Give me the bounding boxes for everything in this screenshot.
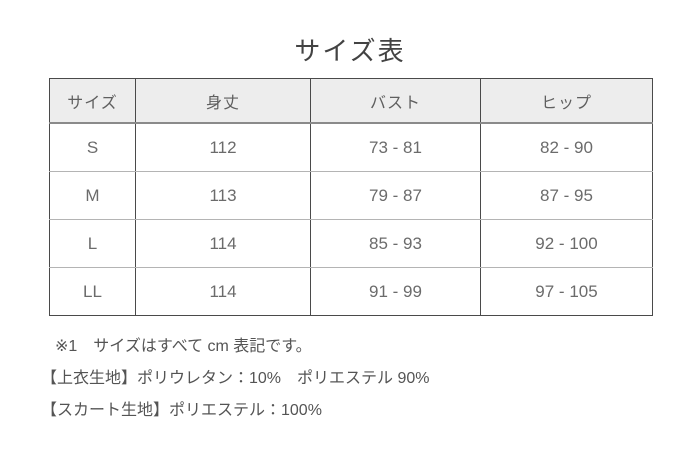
- table-row-ll: LL 114 91 - 99 97 - 105: [49, 267, 653, 316]
- cell-size: S: [49, 123, 136, 172]
- column-header-hip: ヒップ: [480, 78, 653, 124]
- size-table-header: サイズ 身丈 バスト ヒップ: [49, 78, 653, 124]
- table-row-s: S 112 73 - 81 82 - 90: [49, 123, 653, 172]
- header-row: サイズ 身丈 バスト ヒップ: [49, 78, 653, 124]
- cell-size: M: [49, 171, 136, 220]
- cell-length: 112: [135, 123, 311, 172]
- size-table-body: S 112 73 - 81 82 - 90 M 113 79 - 87 87 -…: [49, 123, 653, 316]
- note-top-fabric: 【上衣生地】ポリウレタン：10% ポリエステル 90%: [41, 370, 430, 387]
- cell-length: 114: [135, 219, 311, 268]
- cell-bust: 73 - 81: [310, 123, 481, 172]
- cell-bust: 85 - 93: [310, 219, 481, 268]
- cell-bust: 79 - 87: [310, 171, 481, 220]
- cell-hip: 97 - 105: [480, 267, 653, 316]
- table-row-l: L 114 85 - 93 92 - 100: [49, 219, 653, 268]
- note-skirt-fabric: 【スカート生地】ポリエステル：100%: [41, 402, 322, 419]
- column-header-size: サイズ: [49, 78, 136, 124]
- cell-bust: 91 - 99: [310, 267, 481, 316]
- size-table: サイズ 身丈 バスト ヒップ S 112 73 - 81 82 - 90 M 1…: [49, 78, 653, 316]
- table-row-m: M 113 79 - 87 87 - 95: [49, 171, 653, 220]
- cell-size: L: [49, 219, 136, 268]
- column-header-bust: バスト: [310, 78, 481, 124]
- cell-size: LL: [49, 267, 136, 316]
- cell-length: 114: [135, 267, 311, 316]
- cell-hip: 82 - 90: [480, 123, 653, 172]
- note-unit-cm: ※1 サイズはすべて cm 表記です。: [55, 338, 312, 355]
- cell-hip: 92 - 100: [480, 219, 653, 268]
- page-title: サイズ表: [294, 36, 406, 67]
- cell-hip: 87 - 95: [480, 171, 653, 220]
- cell-length: 113: [135, 171, 311, 220]
- column-header-length: 身丈: [135, 78, 311, 124]
- size-table-container: サイズ 身丈 バスト ヒップ S 112 73 - 81 82 - 90 M 1…: [49, 78, 653, 316]
